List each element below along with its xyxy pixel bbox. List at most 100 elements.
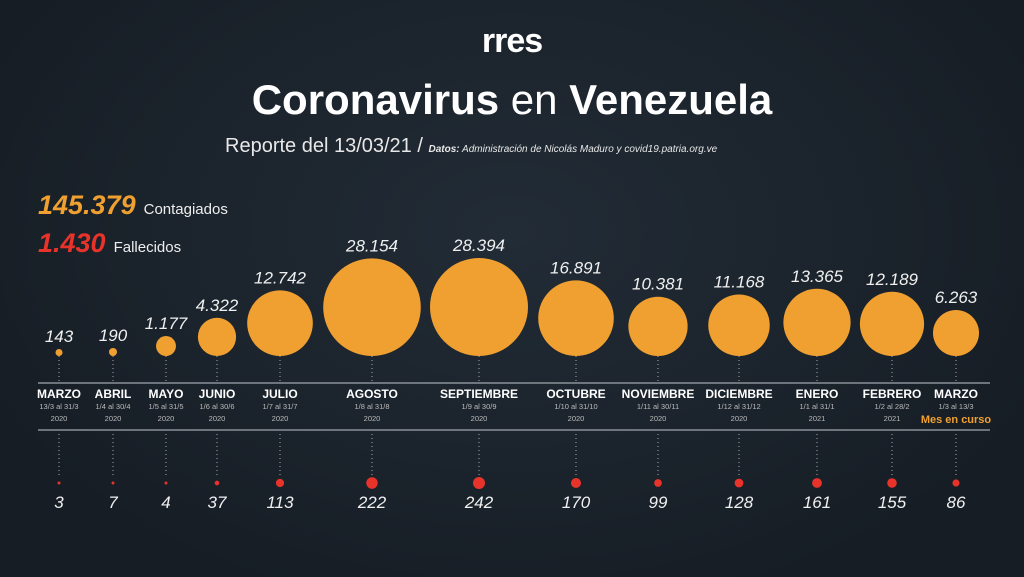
deaths-value-label: 222 bbox=[357, 493, 387, 512]
source-text: Administración de Nicolás Maduro y covid… bbox=[462, 144, 718, 155]
month-label: ENERO bbox=[796, 387, 839, 401]
year-label: 2021 bbox=[884, 414, 901, 423]
logo: rres bbox=[481, 22, 543, 60]
month-label: AGOSTO bbox=[346, 387, 398, 401]
deaths-dot bbox=[57, 481, 61, 485]
cases-bubble bbox=[247, 290, 313, 356]
page-title: Coronavirus en Venezuela bbox=[0, 76, 1024, 124]
year-label: 2020 bbox=[51, 414, 68, 423]
deaths-dot bbox=[812, 478, 822, 488]
year-label: 2020 bbox=[731, 414, 748, 423]
cases-bubble bbox=[859, 291, 925, 357]
cases-value-label: 28.154 bbox=[345, 236, 398, 255]
year-label: 2020 bbox=[158, 414, 175, 423]
year-label: 2020 bbox=[471, 414, 488, 423]
cases-value-label: 190 bbox=[99, 326, 128, 345]
cases-bubble bbox=[538, 280, 614, 357]
total-cases: 145.379 Contagiados bbox=[38, 190, 228, 221]
total-deaths: 1.430 Fallecidos bbox=[38, 228, 181, 259]
cases-bubble bbox=[197, 317, 237, 356]
month-label: MARZO bbox=[37, 387, 81, 401]
year-label: 2020 bbox=[209, 414, 226, 423]
cases-bubble bbox=[156, 336, 176, 356]
year-label: 2020 bbox=[650, 414, 667, 423]
cases-bubble bbox=[430, 258, 528, 356]
cases-bubble bbox=[55, 349, 63, 356]
cases-bubble bbox=[708, 294, 770, 356]
cases-value-label: 11.168 bbox=[714, 273, 765, 292]
current-month-note: Mes en curso bbox=[921, 414, 992, 426]
range-label: 1/7 al 31/7 bbox=[262, 402, 297, 411]
deaths-value-label: 113 bbox=[266, 493, 294, 512]
cases-value-label: 143 bbox=[45, 327, 74, 346]
deaths-dot bbox=[734, 478, 744, 488]
deaths-dot bbox=[654, 479, 662, 487]
cases-bubble bbox=[628, 296, 688, 357]
month-label: FEBRERO bbox=[863, 387, 922, 401]
month-label: ABRIL bbox=[95, 387, 132, 401]
range-label: 1/2 al 28/2 bbox=[874, 402, 909, 411]
cases-bubble bbox=[108, 347, 118, 356]
year-label: 2020 bbox=[105, 414, 122, 423]
cases-value-label: 12.742 bbox=[254, 268, 307, 287]
deaths-dot bbox=[366, 477, 378, 489]
deaths-value-label: 86 bbox=[947, 493, 966, 512]
cases-value-label: 1.177 bbox=[145, 314, 188, 333]
year-label: 2020 bbox=[272, 414, 289, 423]
cases-value-label: 13.365 bbox=[791, 267, 844, 286]
title-part: en bbox=[510, 76, 558, 123]
total-deaths-label: Fallecidos bbox=[113, 239, 182, 256]
cases-value-label: 28.394 bbox=[452, 236, 505, 255]
month-label: OCTUBRE bbox=[546, 387, 605, 401]
deaths-value-label: 155 bbox=[878, 493, 907, 512]
month-label: MAYO bbox=[149, 387, 184, 401]
year-label: 2021 bbox=[809, 414, 826, 423]
month-label: DICIEMBRE bbox=[705, 387, 772, 401]
month-label: SEPTIEMBRE bbox=[440, 387, 518, 401]
deaths-dot bbox=[111, 481, 115, 485]
month-label: JUNIO bbox=[199, 387, 236, 401]
total-cases-label: Contagiados bbox=[143, 201, 228, 218]
report-line: Reporte del 13/03/21 / Datos: Administra… bbox=[225, 135, 717, 158]
range-label: 1/4 al 30/4 bbox=[95, 402, 130, 411]
deaths-value-label: 99 bbox=[649, 493, 668, 512]
range-label: 1/3 al 13/3 bbox=[938, 402, 973, 411]
cases-bubble bbox=[932, 309, 980, 357]
range-label: 1/12 al 31/12 bbox=[717, 402, 760, 411]
deaths-value-label: 3 bbox=[54, 493, 64, 512]
cases-value-label: 4.322 bbox=[196, 296, 239, 315]
deaths-dot bbox=[473, 477, 485, 489]
year-label: 2020 bbox=[568, 414, 585, 423]
deaths-dot bbox=[887, 478, 897, 488]
range-label: 1/5 al 31/5 bbox=[148, 402, 183, 411]
deaths-value-label: 242 bbox=[464, 493, 494, 512]
deaths-value-label: 4 bbox=[161, 493, 170, 512]
month-label: MARZO bbox=[934, 387, 978, 401]
deaths-dot bbox=[275, 478, 285, 488]
range-label: 13/3 al 31/3 bbox=[39, 402, 78, 411]
cases-bubble bbox=[323, 258, 421, 356]
deaths-value-label: 161 bbox=[803, 493, 831, 512]
month-label: JULIO bbox=[262, 387, 297, 401]
range-label: 1/10 al 31/10 bbox=[554, 402, 597, 411]
deaths-value-label: 170 bbox=[562, 493, 591, 512]
cases-bubble bbox=[783, 288, 851, 356]
deaths-dot bbox=[952, 479, 960, 487]
deaths-value-label: 128 bbox=[725, 493, 754, 512]
range-label: 1/9 al 30/9 bbox=[461, 402, 496, 411]
total-cases-value: 145.379 bbox=[38, 190, 136, 220]
report-date: Reporte del 13/03/21 / bbox=[225, 135, 423, 157]
cases-value-label: 6.263 bbox=[935, 288, 978, 307]
deaths-value-label: 7 bbox=[108, 493, 118, 512]
title-part: Coronavirus bbox=[251, 76, 500, 123]
deaths-dot bbox=[164, 481, 168, 485]
range-label: 1/1 al 31/1 bbox=[799, 402, 834, 411]
range-label: 1/8 al 31/8 bbox=[354, 402, 389, 411]
range-label: 1/11 al 30/11 bbox=[637, 402, 679, 411]
deaths-dot bbox=[570, 477, 582, 489]
deaths-dot bbox=[214, 480, 220, 486]
year-label: 2020 bbox=[364, 414, 381, 423]
month-label: NOVIEMBRE bbox=[622, 387, 695, 401]
cases-value-label: 12.189 bbox=[866, 270, 919, 289]
